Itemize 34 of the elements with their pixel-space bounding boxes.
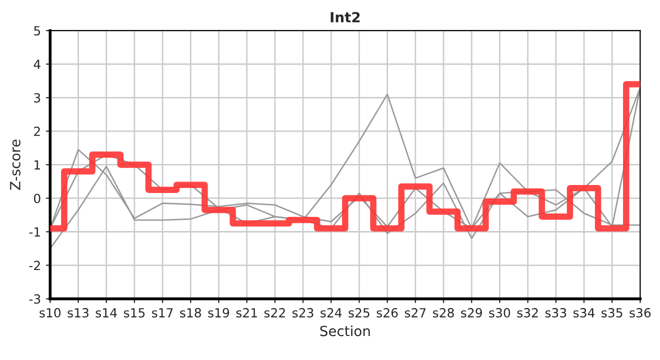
x-tick-label: s23 bbox=[292, 308, 314, 318]
x-tick-label: s34 bbox=[573, 308, 595, 318]
x-tick-label: s24 bbox=[320, 308, 342, 318]
x-tick-label: s10 bbox=[40, 308, 61, 318]
chart-title: Int2 bbox=[330, 12, 360, 22]
x-tick-label: s36 bbox=[630, 308, 651, 318]
x-tick-label: s26 bbox=[376, 308, 398, 318]
y-tick-label: 1 bbox=[34, 160, 40, 170]
x-tick-label: s14 bbox=[96, 308, 117, 318]
x-tick-label: s25 bbox=[348, 308, 370, 318]
y-tick-label: 5 bbox=[34, 26, 40, 36]
y-tick-label: -3 bbox=[29, 294, 40, 304]
x-tick-label: s29 bbox=[461, 308, 482, 318]
x-axis-title: Section bbox=[320, 325, 370, 336]
y-tick-label: 0 bbox=[34, 194, 40, 204]
x-tick-label: s33 bbox=[545, 308, 566, 318]
x-tick-label: s28 bbox=[432, 308, 454, 318]
x-tick-label: s27 bbox=[404, 308, 426, 318]
x-tick-label: s30 bbox=[489, 308, 510, 318]
x-tick-label: s13 bbox=[68, 308, 88, 318]
x-tick-label: s15 bbox=[124, 308, 145, 318]
y-tick-label: 3 bbox=[34, 93, 40, 103]
x-tick-label: s19 bbox=[208, 308, 230, 318]
x-tick-label: s17 bbox=[152, 308, 173, 318]
x-tick-label: s18 bbox=[180, 308, 201, 318]
x-tick-label: s22 bbox=[264, 308, 285, 318]
y-axis-title: Z-score bbox=[10, 140, 20, 190]
x-tick-label: s35 bbox=[602, 308, 622, 318]
x-tick-label: s21 bbox=[236, 308, 257, 318]
x-tick-label: s32 bbox=[517, 308, 538, 318]
y-tick-label: -1 bbox=[29, 227, 40, 236]
y-tick-label: 4 bbox=[34, 60, 40, 69]
y-tick-label: 2 bbox=[34, 126, 40, 136]
y-tick-label: -2 bbox=[29, 260, 40, 270]
